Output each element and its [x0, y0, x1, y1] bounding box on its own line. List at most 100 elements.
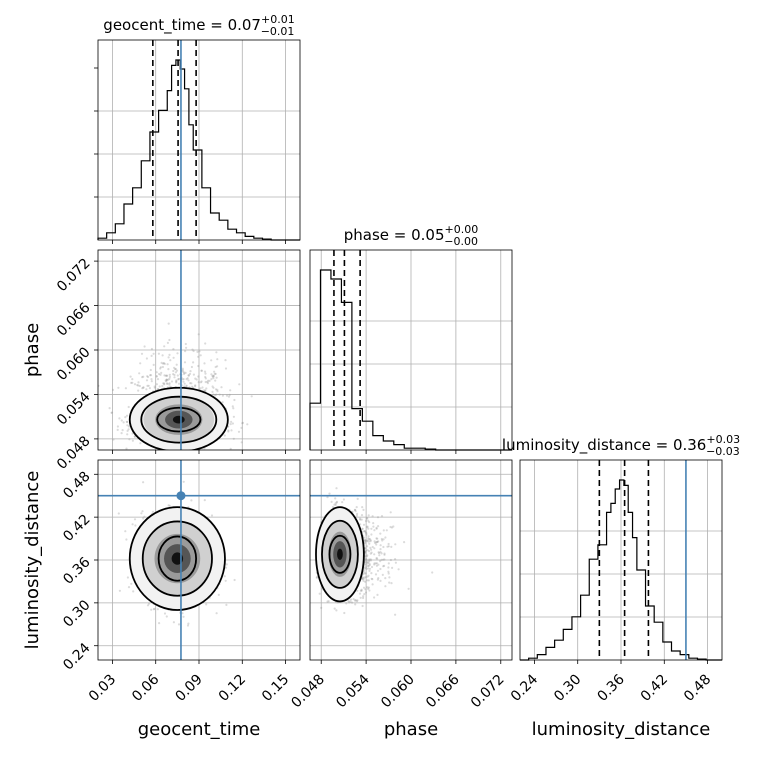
sample-point: [367, 579, 370, 582]
sample-point: [373, 540, 376, 543]
sample-point: [131, 439, 134, 442]
sample-point: [369, 559, 372, 562]
sample-point: [376, 516, 380, 519]
sample-point: [354, 603, 357, 606]
sample-point: [238, 383, 241, 386]
title-upper: +0.01: [261, 13, 295, 26]
sample-point: [365, 559, 368, 562]
sample-point: [374, 573, 378, 576]
sample-point: [217, 593, 220, 597]
sample-point: [334, 502, 337, 505]
sample-point: [369, 552, 372, 555]
sample-point: [356, 599, 359, 602]
sample-point: [366, 526, 369, 529]
sample-point: [230, 429, 233, 432]
x-tick-label-geocent_time: 0.09: [172, 672, 205, 705]
sample-point: [361, 578, 364, 581]
sample-point: [368, 521, 371, 524]
sample-point: [394, 543, 397, 546]
sample-point: [155, 375, 158, 378]
sample-point: [370, 533, 373, 536]
sample-point: [367, 514, 370, 517]
sample-point: [370, 551, 373, 554]
sample-point: [380, 552, 383, 555]
sample-point: [125, 414, 129, 417]
sample-point: [206, 380, 209, 383]
sample-point: [379, 579, 382, 583]
sample-point: [173, 366, 176, 369]
x-axis-label-geocent_time: geocent_time: [138, 719, 261, 740]
sample-point: [142, 386, 145, 389]
sample-point: [353, 508, 356, 511]
plot-area: [117, 480, 236, 627]
sample-point: [212, 377, 215, 380]
sample-point: [383, 558, 386, 561]
sample-point: [130, 381, 133, 384]
sample-point: [194, 384, 197, 387]
sample-point: [367, 574, 370, 577]
sample-point: [364, 558, 367, 561]
sample-point: [150, 378, 153, 381]
hist-panel-luminosity_distance: luminosity_distance = 0.36+0.03 −0.03: [502, 433, 740, 664]
sample-point: [375, 541, 378, 544]
sample-point: [141, 387, 144, 390]
sample-point: [363, 530, 367, 533]
sample-point: [354, 599, 357, 602]
sample-point: [187, 374, 190, 377]
sample-point: [195, 378, 198, 381]
sample-point: [365, 555, 368, 558]
y-tick-label-phase: 0.054: [54, 389, 94, 429]
y-axis-label-phase: phase: [22, 323, 43, 377]
title-main: geocent_time = 0.07: [103, 16, 261, 35]
sample-point: [212, 386, 215, 389]
sample-point: [366, 517, 369, 520]
sample-point: [158, 372, 161, 376]
x-tick-label-luminosity_distance: 0.30: [551, 672, 584, 705]
sample-point: [163, 612, 167, 615]
scatter-panel-phase-vs-luminosity_distance: [309, 459, 513, 664]
sample-point: [201, 386, 204, 389]
sample-point: [372, 525, 375, 528]
sample-point: [364, 547, 367, 550]
sample-point: [212, 375, 215, 378]
sample-point: [363, 541, 366, 544]
sample-point: [191, 385, 194, 388]
sample-point: [365, 532, 368, 535]
sample-point: [192, 361, 195, 364]
sample-point: [127, 425, 131, 428]
sample-point: [364, 540, 367, 543]
sample-point: [367, 564, 370, 567]
sample-point: [335, 609, 338, 612]
sample-point: [166, 374, 169, 377]
sample-point: [356, 589, 359, 592]
sample-point: [165, 378, 168, 381]
sample-point: [166, 363, 169, 366]
sample-point: [386, 545, 389, 548]
sample-point: [117, 512, 120, 515]
sample-point: [375, 562, 379, 565]
sample-point: [174, 367, 177, 370]
sample-point: [387, 566, 390, 569]
sample-point: [361, 577, 364, 580]
sample-point: [163, 345, 166, 348]
sample-point: [192, 349, 195, 353]
sample-point: [365, 561, 368, 564]
sample-point: [197, 355, 200, 358]
sample-point: [360, 514, 364, 517]
sample-point: [361, 527, 364, 530]
sample-point: [134, 524, 137, 527]
sample-point: [376, 557, 379, 560]
sample-point: [125, 420, 128, 423]
sample-point: [166, 382, 169, 385]
sample-point: [211, 375, 214, 378]
sample-point: [232, 437, 235, 440]
sample-point: [368, 563, 371, 567]
sample-point: [375, 527, 378, 530]
sample-point: [367, 565, 370, 568]
sample-point: [168, 338, 171, 342]
sample-point: [368, 550, 371, 553]
sample-point: [397, 568, 400, 571]
sample-point: [181, 378, 184, 381]
sample-point: [200, 380, 203, 383]
sample-point: [359, 589, 362, 592]
